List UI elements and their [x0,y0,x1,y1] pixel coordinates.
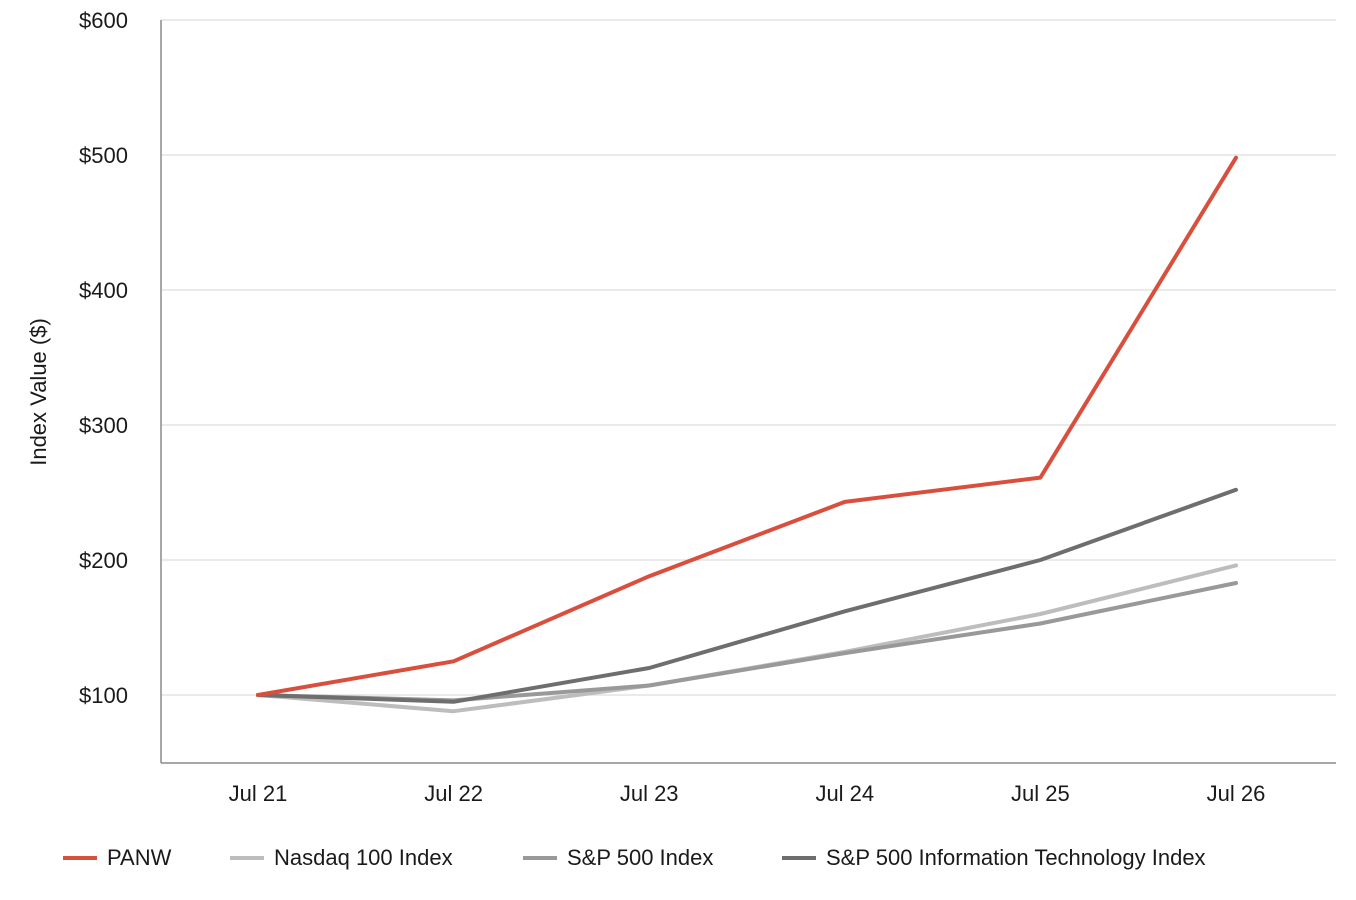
y-tick-label: $500 [79,143,128,168]
axes [160,20,1336,764]
x-tick-label: Jul 24 [815,781,874,806]
legend: PANW Nasdaq 100 Index S&P 500 Index S&P 500… [63,845,1206,870]
x-tick-labels: Jul 21 Jul 22 Jul 23 Jul 24 Jul 25 Jul 26 [229,781,1266,806]
y-tick-label: $400 [79,278,128,303]
x-tick-label: Jul 25 [1011,781,1070,806]
series-line-s-p-500-information-technology-index [256,487,1238,704]
legend-label: PANW [107,845,172,870]
series-line-panw [256,155,1238,697]
y-tick-label: $600 [79,8,128,33]
legend-label: S&P 500 Index [567,845,713,870]
y-tick-labels: $100 $200 $300 $400 $500 $600 [79,8,128,708]
x-tick-label: Jul 23 [620,781,679,806]
y-axis-title: Index Value ($) [26,318,51,466]
y-tick-label: $100 [79,683,128,708]
y-tick-label: $300 [79,413,128,438]
series-lines [256,155,1238,714]
x-tick-label: Jul 22 [424,781,483,806]
legend-label: S&P 500 Information Technology Index [826,845,1206,870]
gridlines [161,19,1336,696]
x-tick-label: Jul 26 [1207,781,1266,806]
legend-label: Nasdaq 100 Index [274,845,453,870]
x-tick-label: Jul 21 [229,781,288,806]
y-tick-label: $200 [79,548,128,573]
